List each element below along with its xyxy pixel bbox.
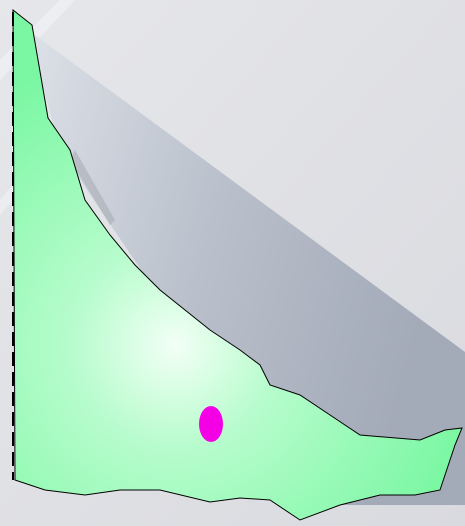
shadow (28, 30, 465, 505)
shadow-streak (70, 150, 115, 225)
green-shape (12, 8, 463, 521)
magenta-dot (199, 406, 223, 442)
